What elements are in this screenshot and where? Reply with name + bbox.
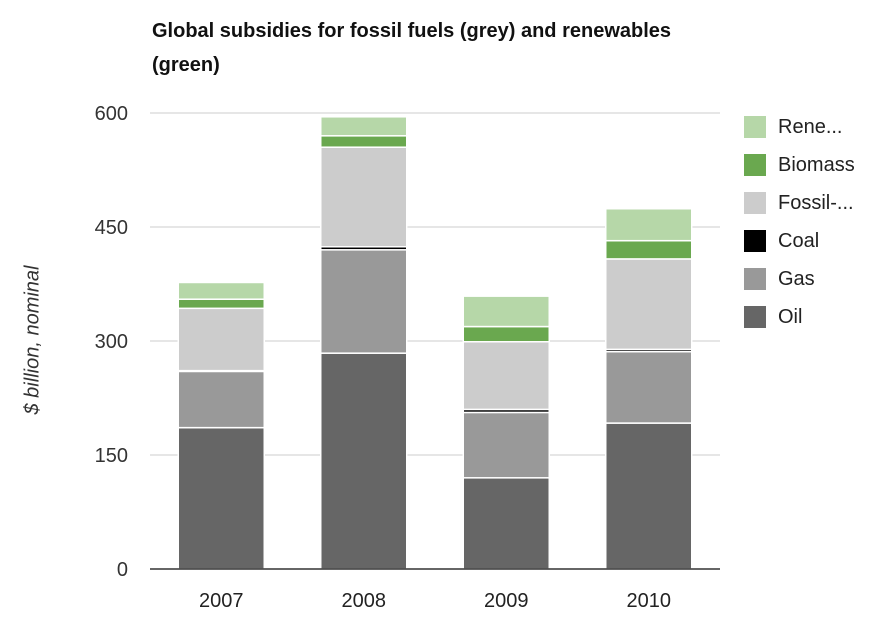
legend-item: Biomass bbox=[744, 146, 855, 184]
legend: Rene... Biomass Fossil-... Coal Gas Oil bbox=[744, 108, 855, 336]
legend-swatch bbox=[744, 306, 766, 328]
y-tick-label: 150 bbox=[95, 445, 128, 467]
bar-segment bbox=[177, 298, 265, 310]
legend-swatch bbox=[744, 154, 766, 176]
legend-label: Rene... bbox=[778, 115, 843, 138]
x-tick-label: 2008 bbox=[342, 590, 387, 612]
legend-swatch bbox=[744, 116, 766, 138]
y-tick-label: 450 bbox=[95, 217, 128, 239]
bar-segment bbox=[462, 295, 550, 328]
legend-swatch bbox=[744, 192, 766, 214]
y-tick-label: 600 bbox=[95, 103, 128, 125]
legend-item: Gas bbox=[744, 260, 855, 298]
x-tick-label: 2009 bbox=[484, 590, 529, 612]
bar-segment bbox=[320, 146, 408, 248]
bar-segment bbox=[605, 258, 693, 351]
bar-segment bbox=[462, 325, 550, 343]
x-tick-label: 2010 bbox=[627, 590, 672, 612]
legend-item: Rene... bbox=[744, 108, 855, 146]
bar-segment bbox=[462, 411, 550, 479]
legend-label: Fossil-... bbox=[778, 191, 854, 214]
bar-segment bbox=[320, 135, 408, 148]
chart-title: Global subsidies for fossil fuels (grey)… bbox=[152, 20, 672, 76]
legend-item: Coal bbox=[744, 222, 855, 260]
bar-segment bbox=[177, 426, 265, 570]
bar-segment bbox=[177, 370, 265, 429]
x-tick-label: 2007 bbox=[199, 590, 244, 612]
legend-label: Biomass bbox=[778, 153, 855, 176]
legend-swatch bbox=[744, 268, 766, 290]
bar-segment bbox=[605, 422, 693, 570]
bar-segment bbox=[320, 249, 408, 354]
y-tick-label: 300 bbox=[95, 331, 128, 353]
legend-item: Oil bbox=[744, 298, 855, 336]
bar-segment bbox=[177, 307, 265, 372]
bar-segment bbox=[605, 350, 693, 424]
bar-segment bbox=[177, 281, 265, 300]
bar-segment bbox=[320, 116, 408, 137]
legend-label: Oil bbox=[778, 305, 803, 328]
bar-segment bbox=[320, 352, 408, 570]
legend-item: Fossil-... bbox=[744, 184, 855, 222]
legend-label: Gas bbox=[778, 267, 815, 290]
bar-segment bbox=[462, 341, 550, 411]
bar-segment bbox=[462, 477, 550, 570]
legend-label: Coal bbox=[778, 229, 820, 252]
bar-segment bbox=[605, 208, 693, 242]
y-tick-label: 0 bbox=[117, 559, 128, 581]
legend-swatch bbox=[744, 230, 766, 252]
bar-segment bbox=[605, 239, 693, 260]
